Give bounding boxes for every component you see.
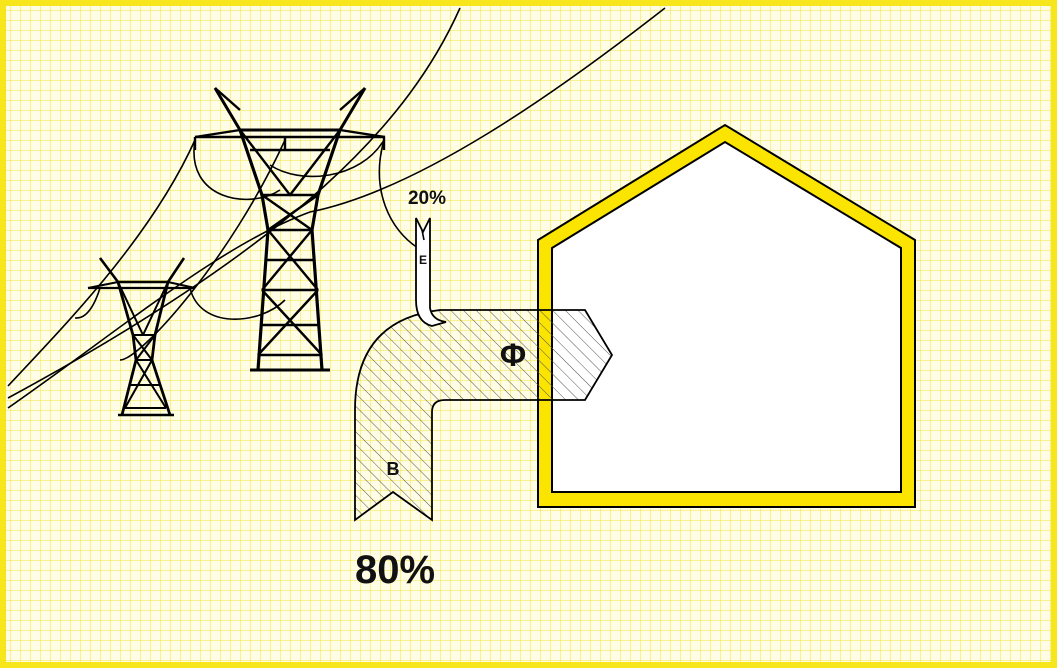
flow-total-label: Φ (500, 337, 526, 373)
power-cable (119, 139, 286, 361)
power-cable (7, 139, 196, 387)
power-cable (7, 7, 461, 399)
energy-flow (354, 217, 614, 522)
power-cable (378, 139, 419, 249)
power-lines (7, 7, 666, 409)
power-cable (269, 139, 385, 178)
flow-small-label: E (419, 253, 427, 267)
percent-small-label: 20% (408, 188, 446, 209)
percent-large-label: 80% (355, 548, 435, 592)
flow-arrow-small (415, 217, 447, 327)
power-cable (74, 287, 101, 319)
power-cable (7, 7, 666, 409)
power-pylon-icon (193, 87, 386, 372)
house-outline-icon (537, 123, 916, 508)
flow-arrow-total (354, 309, 614, 522)
power-pylon-icon (87, 257, 196, 417)
power-cable (189, 287, 286, 320)
flow-large-label: B (387, 459, 400, 479)
